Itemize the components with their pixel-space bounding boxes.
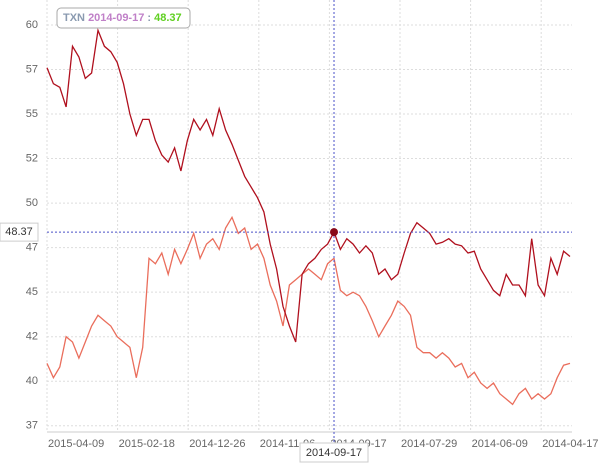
tooltip-value: 48.37 (154, 12, 182, 24)
y-tick-label: 52 (26, 152, 38, 164)
y-tick-label: 57 (26, 63, 38, 75)
tooltip-symbol: TXN (63, 12, 85, 24)
line-series (46, 215, 571, 406)
y-crosshair-box (0, 222, 39, 242)
x-tick-label: 2014-06-09 (472, 438, 528, 450)
crosshair-point (330, 228, 339, 237)
y-tick-label: 40 (26, 375, 38, 387)
y-crosshair-label: 48.37 (5, 226, 33, 238)
tooltip: TXN 2014-09-17 : 48.37 (63, 12, 182, 24)
line-series (46, 27, 571, 343)
tooltip-separator: : (147, 12, 151, 24)
y-tick-label: 60 (26, 19, 38, 31)
x-tick-label: 2014-12-26 (189, 438, 245, 450)
y-tick-label: 37 (26, 420, 38, 432)
x-tick-label: 2014-07-29 (401, 438, 457, 450)
tooltip-box (56, 7, 191, 29)
x-crosshair-box (299, 442, 369, 463)
x-crosshair-label: 2014-09-17 (306, 447, 362, 459)
x-tick-label: 2014-04-17 (542, 438, 598, 450)
y-tick-label: 47 (26, 242, 38, 254)
y-tick-label: 42 (26, 331, 38, 343)
y-tick-label: 50 (26, 197, 38, 209)
y-tick-label: 45 (26, 286, 38, 298)
x-tick-label: 2015-02-18 (119, 438, 175, 450)
y-tick-label: 55 (26, 108, 38, 120)
x-tick-label: 2015-04-09 (48, 438, 104, 450)
tooltip-date: 2014-09-17 (88, 12, 144, 24)
